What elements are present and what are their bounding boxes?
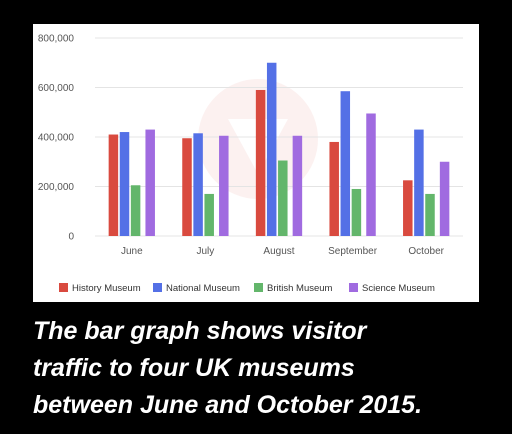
legend-label: Science Museum <box>362 283 435 294</box>
bar-british-museum-september <box>351 188 362 236</box>
legend: History Museum National Museum British Mus… <box>59 283 435 294</box>
x-axis-ticks: June July August September October <box>121 246 445 257</box>
bar-national-museum-july <box>193 133 203 236</box>
bar-british-museum-july <box>204 193 214 236</box>
x-tick-label: September <box>328 246 378 257</box>
bar-british-museum-october <box>425 193 435 236</box>
bar-history-museum-august <box>255 89 266 236</box>
caption-text: The bar graph shows visitor traffic to f… <box>33 313 503 424</box>
bar-science-museum-august <box>292 135 303 236</box>
y-axis-ticks: 0 200,000 400,000 600,000 800,000 <box>38 34 75 243</box>
bar-national-museum-october <box>414 129 424 236</box>
legend-swatch <box>254 283 263 292</box>
y-tick-label: 0 <box>68 232 74 243</box>
bar-history-museum-october <box>403 180 413 236</box>
legend-swatch <box>153 283 162 292</box>
bar-national-museum-september <box>340 91 351 237</box>
bar-science-museum-september <box>366 113 376 236</box>
y-tick-label: 200,000 <box>38 182 75 193</box>
y-tick-label: 800,000 <box>38 34 75 45</box>
bar-national-museum-august <box>266 62 277 236</box>
bar-chart: 0 200,000 400,000 600,000 800,000 June July Au… <box>38 34 463 294</box>
caption-line-2: traffic to four UK museums <box>33 354 355 382</box>
bar-history-museum-july <box>182 138 192 236</box>
x-tick-label: August <box>263 246 294 257</box>
bar-british-museum-june <box>130 185 141 236</box>
bar-history-museum-june <box>108 134 119 236</box>
caption-line-3: between June and October 2015. <box>33 391 423 419</box>
bar-national-museum-june <box>119 132 130 236</box>
legend-label: National Museum <box>166 283 240 294</box>
bar-british-museum-august <box>278 160 288 236</box>
bar-science-museum-july <box>219 135 229 236</box>
y-tick-label: 400,000 <box>38 133 75 144</box>
bar-science-museum-october <box>439 161 450 236</box>
y-tick-label: 600,000 <box>38 83 75 94</box>
chart-panel: 0 200,000 400,000 600,000 800,000 June July Au… <box>33 24 479 302</box>
legend-swatch <box>59 283 68 292</box>
bar-science-museum-june <box>145 129 155 236</box>
bar-history-museum-september <box>329 141 339 236</box>
x-tick-label: October <box>408 246 444 257</box>
x-tick-label: July <box>197 246 215 257</box>
x-tick-label: June <box>121 246 143 257</box>
bars <box>108 62 450 237</box>
legend-swatch <box>349 283 358 292</box>
caption-line-1: The bar graph shows visitor <box>33 317 367 345</box>
legend-label: British Museum <box>267 283 333 294</box>
legend-label: History Museum <box>72 283 141 294</box>
